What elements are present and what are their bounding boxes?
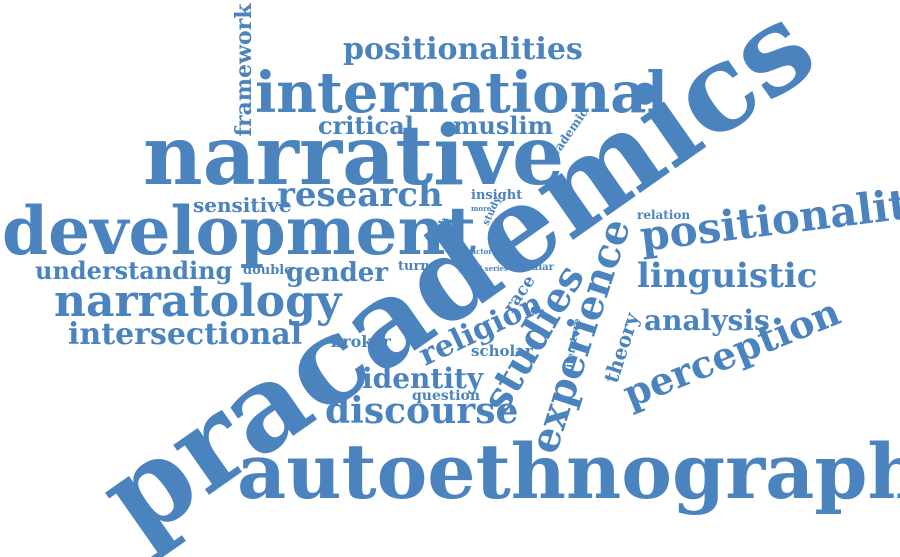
word-analysis: analysis [644,304,770,337]
word-development: development [2,192,477,270]
word-broker: broker [331,332,392,351]
word-narratology: narratology [54,276,343,327]
word-muslim: muslim [453,111,553,140]
word-framework: framework [231,3,257,137]
word-relation: relation [637,208,690,222]
word-autoethnography: autoethnography [237,427,900,516]
word-critical: critical [318,111,414,140]
word-discourse: discourse [325,390,518,432]
word-linguistic: linguistic [637,256,817,296]
word-gender: gender [286,258,388,288]
word-more: more [471,204,492,213]
word-international: international [255,60,668,126]
word-scholar: scholar [471,342,534,360]
word-turn: turn [398,259,430,274]
word-double: double [243,263,293,278]
word-intersectional: intersectional [68,317,302,352]
word-positionalities: positionalities [343,32,583,67]
word-insight: insight [471,188,522,203]
word-question: question [412,388,480,404]
word-field-actor: field actor [452,247,492,256]
word-research: research [277,175,443,215]
word-sensitive: sensitive [193,193,292,217]
word-secular: secular [513,262,555,273]
word-identity: identity [362,362,484,395]
word-global-series: global series [458,264,508,273]
word-narrative: narrative [143,108,564,204]
word-understanding: understanding [35,256,233,285]
